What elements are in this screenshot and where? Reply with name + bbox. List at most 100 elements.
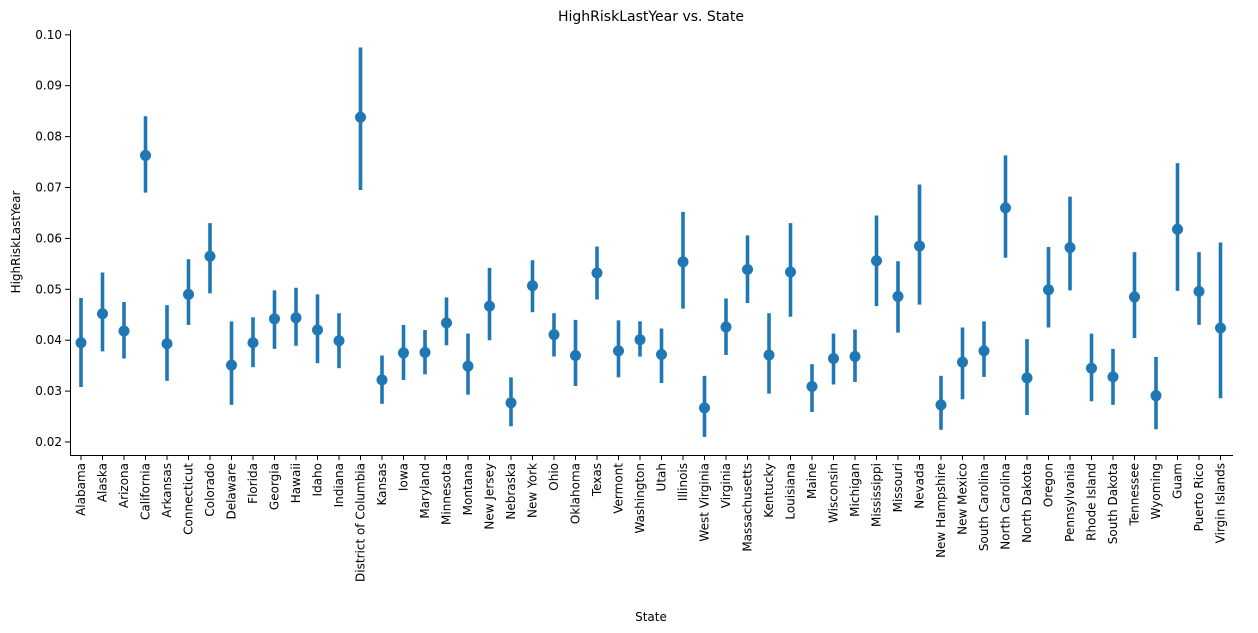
data-point	[699, 402, 710, 414]
data-point	[1193, 285, 1205, 297]
data-point	[355, 111, 366, 123]
x-tick-label: Louisiana	[784, 463, 798, 520]
x-tick-label: Nevada	[913, 463, 927, 509]
data-point	[570, 349, 581, 361]
x-tick-label: Arkansas	[160, 463, 174, 518]
data-point	[548, 329, 560, 341]
x-tick-label: Michigan	[848, 463, 862, 517]
x-tick-label: Maryland	[418, 463, 432, 519]
x-tick-label: South Carolina	[977, 463, 991, 551]
data-point	[376, 374, 388, 386]
x-tick-label: Indiana	[332, 463, 346, 507]
y-tick-label: 0.04	[35, 333, 62, 347]
chart-title: HighRiskLastYear vs. State	[558, 9, 744, 25]
data-point	[140, 149, 151, 161]
x-tick-label: Illinois	[676, 463, 690, 501]
x-tick-label: Minnesota	[440, 463, 454, 525]
x-tick-label: Iowa	[397, 463, 411, 491]
data-point	[785, 266, 796, 278]
x-tick-label: Texas	[590, 463, 604, 497]
x-axis-label: State	[635, 610, 667, 624]
x-tick-label: Vermont	[612, 463, 626, 514]
x-tick-label: New Hampshire	[934, 463, 948, 558]
data-point	[742, 263, 753, 275]
x-tick-label: Mississippi	[870, 463, 884, 527]
x-tick-label: New Jersey	[483, 463, 497, 530]
x-tick-label: Kansas	[375, 463, 389, 505]
y-tick-label: 0.06	[35, 231, 62, 245]
data-point	[828, 353, 839, 365]
x-tick-label: Nebraska	[504, 463, 518, 520]
x-tick-label: Delaware	[225, 463, 239, 520]
y-tick-label: 0.10	[35, 28, 62, 42]
x-tick-label: Virgin Islands	[1214, 463, 1228, 543]
y-tick-label: 0.08	[35, 130, 62, 144]
data-point	[398, 347, 409, 359]
data-point	[634, 334, 646, 346]
x-tick-label: Oklahoma	[569, 463, 583, 524]
data-point	[613, 345, 624, 357]
data-point	[204, 250, 216, 262]
data-point	[978, 345, 990, 357]
x-tick-label: New York	[526, 463, 540, 518]
y-axis-label: HighRiskLastYear	[9, 191, 23, 294]
data-point	[1000, 202, 1011, 214]
data-point	[1215, 322, 1226, 334]
x-tick-label: Ohio	[547, 463, 561, 491]
data-point	[1086, 362, 1097, 374]
data-point	[441, 317, 452, 329]
x-tick-label: Oregon	[1042, 463, 1056, 507]
y-tick-label: 0.05	[35, 282, 62, 296]
data-point	[161, 338, 173, 350]
x-tick-label: Utah	[655, 463, 669, 491]
data-point	[763, 349, 775, 361]
x-tick-label: Alaska	[96, 463, 110, 502]
data-point	[97, 308, 108, 320]
data-point	[806, 381, 818, 393]
data-point	[1150, 390, 1162, 402]
x-axis-ticks: Alabama Alaska Arizona California Arkansas Co…	[74, 455, 1228, 582]
x-tick-label: North Dakota	[1020, 463, 1034, 543]
x-tick-label: Pennsylvania	[1063, 463, 1077, 542]
data-point	[1129, 291, 1140, 303]
x-tick-label: Wisconsin	[827, 463, 841, 523]
data-point	[656, 348, 667, 360]
x-tick-label: Virginia	[719, 463, 733, 508]
x-tick-label: Rhode Island	[1085, 463, 1099, 541]
x-tick-label: District of Columbia	[354, 463, 368, 582]
y-tick-label: 0.07	[35, 181, 62, 195]
data-point	[1172, 223, 1183, 235]
x-tick-label: Alabama	[74, 463, 88, 516]
error-bars	[79, 47, 1223, 437]
data-point	[1064, 242, 1076, 254]
x-tick-label: Massachusetts	[741, 463, 755, 552]
data-point	[849, 350, 861, 362]
data-point	[247, 337, 259, 349]
data-point	[892, 290, 904, 302]
data-point	[1107, 371, 1119, 383]
data-point	[957, 356, 968, 368]
data-point	[290, 312, 302, 324]
x-tick-label: West Virginia	[698, 463, 712, 542]
data-point	[312, 324, 323, 336]
x-tick-label: Hawaii	[289, 463, 303, 503]
data-point	[527, 280, 538, 292]
y-tick-label: 0.02	[35, 435, 62, 449]
data-point	[1043, 284, 1054, 296]
x-tick-label: California	[139, 463, 153, 520]
x-tick-label: Connecticut	[182, 463, 196, 535]
data-point	[871, 255, 882, 267]
data-point	[462, 360, 474, 372]
data-point	[183, 288, 194, 300]
data-point	[269, 313, 280, 325]
x-tick-label: Guam	[1171, 463, 1185, 499]
data-point	[419, 346, 431, 358]
x-tick-label: Puerto Rico	[1192, 463, 1206, 531]
data-point	[505, 397, 517, 409]
data-point	[720, 321, 732, 333]
x-tick-label: New Mexico	[956, 463, 970, 535]
data-point	[484, 300, 495, 312]
data-point	[914, 240, 925, 252]
x-tick-label: Washington	[633, 463, 647, 534]
